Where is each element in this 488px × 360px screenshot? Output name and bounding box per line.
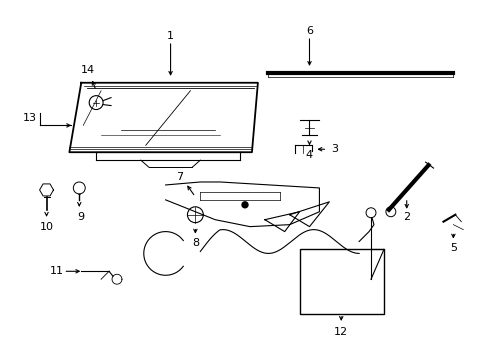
Text: 2: 2	[402, 212, 409, 222]
Bar	[299, 249, 383, 314]
Text: 3: 3	[330, 144, 337, 154]
Text: 11: 11	[49, 266, 63, 276]
Text: 13: 13	[22, 113, 37, 123]
Text: 6: 6	[305, 26, 312, 36]
Text: 5: 5	[449, 243, 456, 253]
Text: 10: 10	[40, 222, 53, 231]
Text: 4: 4	[305, 150, 312, 160]
Text: 7: 7	[176, 172, 183, 182]
Circle shape	[242, 202, 247, 208]
Text: 9: 9	[78, 212, 84, 222]
Text: 12: 12	[333, 327, 347, 337]
Text: 14: 14	[81, 65, 95, 75]
Text: 8: 8	[191, 238, 199, 248]
Text: 1: 1	[167, 31, 174, 41]
